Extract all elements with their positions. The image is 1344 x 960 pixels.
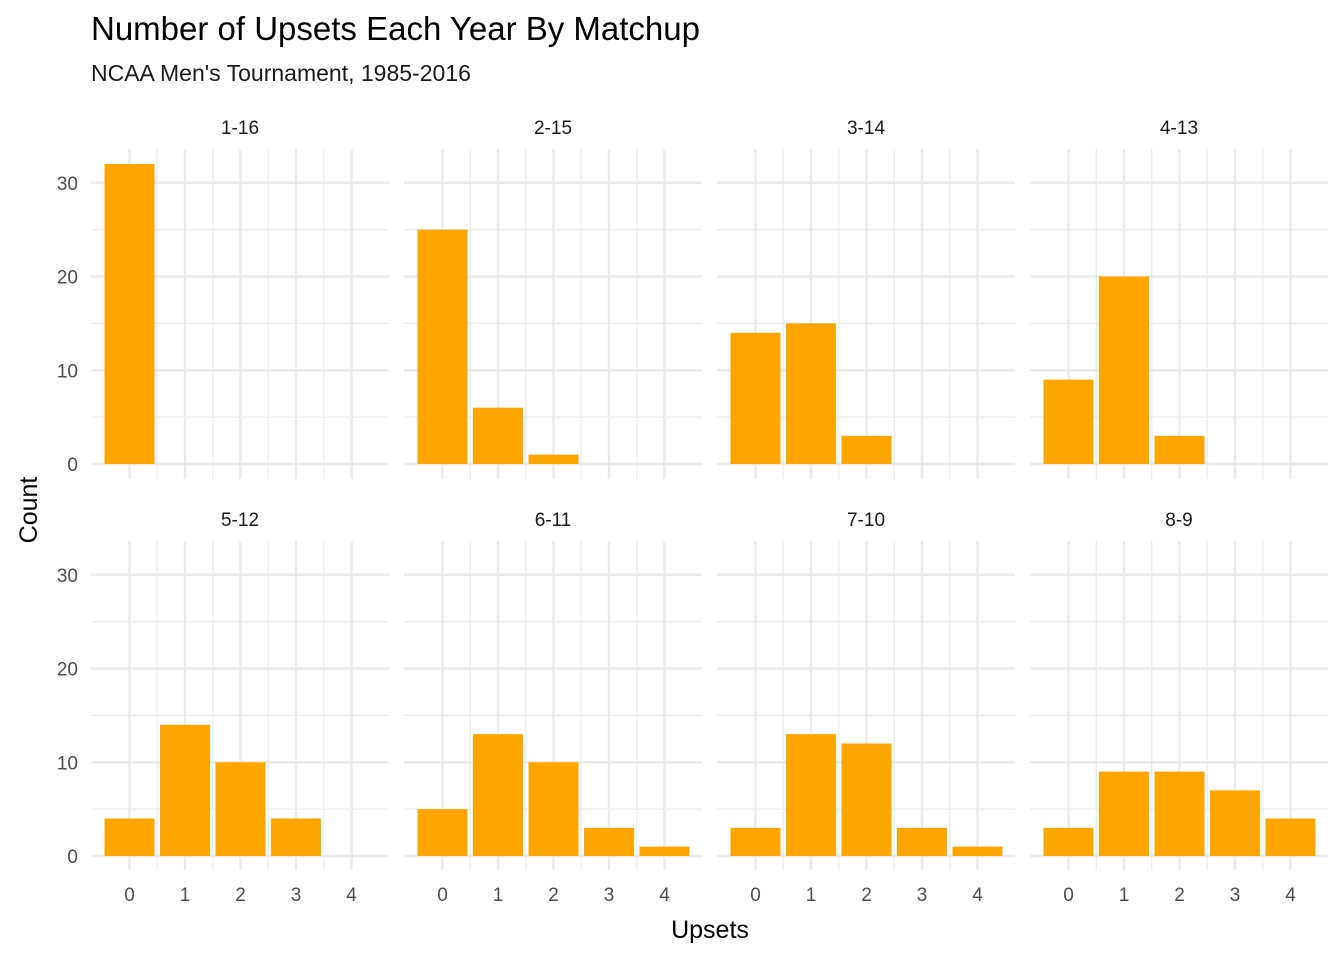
bar-2-15-2 <box>528 454 579 464</box>
y-tick-label: 10 <box>57 361 78 382</box>
facet-label: 5-12 <box>221 510 259 531</box>
bar-3-14-2 <box>841 435 892 464</box>
x-tick-label: 3 <box>1230 885 1241 906</box>
bar-4-13-2 <box>1154 435 1205 464</box>
x-tick-label: 3 <box>291 885 302 906</box>
y-tick-label: 10 <box>57 753 78 774</box>
chart-title: Number of Upsets Each Year By Matchup <box>91 10 700 47</box>
bar-7-10-3 <box>897 827 947 856</box>
y-tick-label: 0 <box>67 455 78 476</box>
bar-3-14-1 <box>786 323 836 464</box>
bar-6-11-2 <box>528 762 579 856</box>
bar-5-12-2 <box>215 762 266 856</box>
facet-label: 8-9 <box>1165 510 1192 531</box>
bar-6-11-1 <box>473 734 523 856</box>
bar-4-13-1 <box>1099 276 1149 464</box>
x-tick-label: 4 <box>659 885 670 906</box>
facet-label: 2-15 <box>534 118 572 139</box>
bar-7-10-2 <box>841 743 892 856</box>
bar-8-9-0 <box>1043 827 1094 856</box>
y-tick-label: 30 <box>57 566 78 587</box>
bar-2-15-1 <box>473 407 523 464</box>
bar-6-11-0 <box>417 809 468 856</box>
bar-5-12-1 <box>160 724 210 856</box>
x-tick-label: 3 <box>917 885 928 906</box>
bar-5-12-0 <box>104 818 155 856</box>
bar-3-14-0 <box>730 332 781 464</box>
x-tick-label: 1 <box>180 885 191 906</box>
y-tick-label: 20 <box>57 268 78 289</box>
x-tick-label: 0 <box>1063 885 1074 906</box>
x-tick-label: 0 <box>124 885 135 906</box>
bar-8-9-4 <box>1265 818 1316 856</box>
x-tick-label: 0 <box>750 885 761 906</box>
bar-5-12-3 <box>271 818 321 856</box>
x-tick-label: 2 <box>235 885 246 906</box>
bar-8-9-1 <box>1099 771 1149 856</box>
bar-4-13-0 <box>1043 379 1094 464</box>
x-tick-label: 1 <box>1119 885 1130 906</box>
bar-6-11-4 <box>639 846 690 856</box>
x-tick-label: 4 <box>972 885 983 906</box>
bar-6-11-3 <box>584 827 634 856</box>
chart-subtitle: NCAA Men's Tournament, 1985-2016 <box>91 60 471 86</box>
y-axis-title: Count <box>15 477 43 544</box>
x-tick-label: 4 <box>346 885 357 906</box>
bar-7-10-0 <box>730 827 781 856</box>
bar-8-9-2 <box>1154 771 1205 856</box>
bar-7-10-1 <box>786 734 836 856</box>
bar-8-9-3 <box>1210 790 1260 856</box>
x-axis-title: Upsets <box>671 916 749 944</box>
x-tick-label: 4 <box>1285 885 1296 906</box>
x-tick-label: 2 <box>1174 885 1185 906</box>
facet-label: 3-14 <box>847 118 885 139</box>
facet-label: 1-16 <box>221 118 259 139</box>
facet-label: 4-13 <box>1160 118 1198 139</box>
x-tick-label: 0 <box>437 885 448 906</box>
y-tick-label: 20 <box>57 660 78 681</box>
x-tick-label: 2 <box>548 885 559 906</box>
y-tick-label: 0 <box>67 847 78 868</box>
y-tick-label: 30 <box>57 174 78 195</box>
bar-2-15-0 <box>417 229 468 464</box>
x-tick-label: 1 <box>493 885 504 906</box>
x-tick-label: 1 <box>806 885 817 906</box>
x-tick-label: 2 <box>861 885 872 906</box>
x-tick-label: 3 <box>604 885 615 906</box>
facet-label: 7-10 <box>847 510 885 531</box>
facet-label: 6-11 <box>535 510 572 531</box>
bar-7-10-4 <box>952 846 1003 856</box>
bar-1-16-0 <box>104 164 155 464</box>
